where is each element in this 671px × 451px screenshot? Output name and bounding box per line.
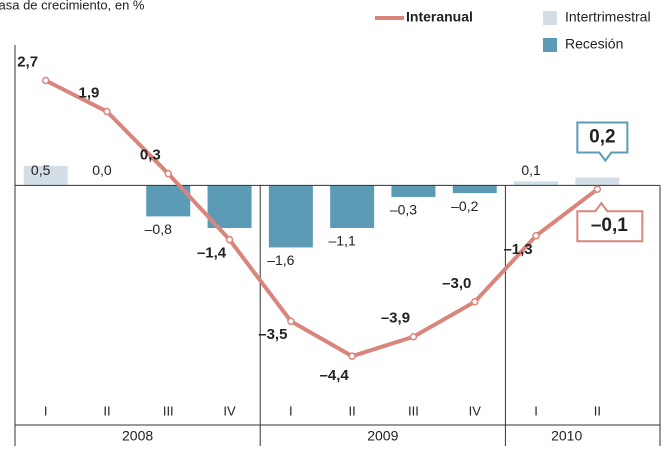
x-tick-label: IV [223,403,236,418]
year-label: 2008 [122,428,153,444]
x-tick-label: I [44,403,48,418]
line-point [533,233,539,239]
x-tick-label: I [534,403,538,418]
line [46,80,598,356]
bar [514,181,558,185]
legend-label: Interanual [406,9,473,25]
bar-label: –0,3 [390,202,417,218]
line-label: 2,7 [17,53,38,70]
line-label: –1,4 [197,245,227,262]
chart-title: Tasa de crecimiento, en % [0,0,145,12]
line-point [43,77,49,83]
line-label: –3,0 [442,275,471,292]
year-label: 2010 [551,428,582,444]
bar [453,185,497,193]
line-label: –0,1 [591,215,628,236]
bar-label: –0,2 [451,198,478,214]
line-point [410,334,416,340]
line-point [165,171,171,177]
line-point [472,299,478,305]
line-label: –3,9 [381,310,410,327]
line-label: 0,3 [140,147,161,164]
legend-label: Intertrimestral [565,9,651,25]
bar-label: 0,2 [589,127,615,148]
line-point [104,109,110,115]
bar [269,185,313,247]
x-tick-label: II [349,403,356,418]
x-tick-label: III [163,403,174,418]
x-tick-label: IV [469,403,482,418]
line-label: –4,4 [320,367,350,384]
legend-swatch [543,11,557,25]
bar-label: –0,8 [145,221,172,237]
bar [575,178,619,186]
bar-label: 0,1 [521,162,541,178]
x-tick-label: II [103,403,110,418]
line-point [227,237,233,243]
x-tick-label: II [594,403,601,418]
x-tick-label: I [289,403,293,418]
line-point [349,353,355,359]
bar-label: –1,6 [267,252,294,268]
bar-label: –1,1 [329,233,356,249]
bar-label: 0,0 [92,162,112,178]
legend-label: Recesión [565,36,623,52]
line-point [288,318,294,324]
line-label: –3,5 [258,326,287,343]
year-label: 2009 [367,428,398,444]
line-point [594,186,600,192]
line-label: 1,9 [79,85,100,102]
bar [330,185,374,228]
bar-label: 0,5 [31,162,51,178]
line-label: –1,3 [503,241,532,258]
bar [391,185,435,197]
legend-swatch [543,38,557,52]
x-tick-label: III [408,403,419,418]
